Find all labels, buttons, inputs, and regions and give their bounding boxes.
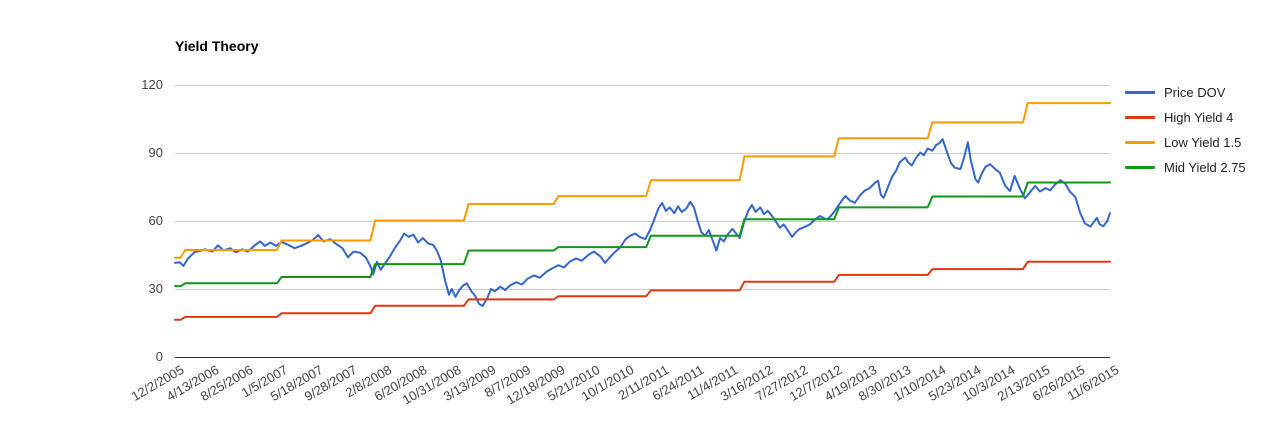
legend-item-mid-yield-2-75: Mid Yield 2.75 [1125,155,1246,180]
legend-swatch-mid-yield-2-75 [1125,166,1155,169]
x-axis-labels: 12/2/2005 4/13/2006 8/25/2006 1/5/2007 5/18/… [0,362,1283,442]
series-line-price-dov[interactable] [174,138,1111,307]
y-tick-label: 60 [148,213,163,228]
y-tick-label: 30 [148,281,163,296]
legend-item-low-yield-1-5: Low Yield 1.5 [1125,130,1246,155]
legend-swatch-price-dov [1125,91,1155,94]
y-tick-label: 90 [148,145,163,160]
legend-label-low-yield-1-5: Low Yield 1.5 [1164,135,1242,150]
legend: Price DOV High Yield 4 Low Yield 1.5 Mid… [1125,80,1246,180]
legend-item-high-yield-4: High Yield 4 [1125,105,1246,130]
y-tick-label: 120 [141,77,163,92]
legend-label-high-yield-4: High Yield 4 [1164,110,1234,125]
legend-item-price-dov: Price DOV [1125,80,1246,105]
series-line-high-yield-4[interactable] [174,260,1111,321]
chart-title: Yield Theory [175,38,259,54]
series-line-mid-yield-2-75[interactable] [174,181,1111,288]
legend-label-mid-yield-2-75: Mid Yield 2.75 [1164,160,1246,175]
series-line-low-yield-1-5[interactable] [174,102,1111,259]
legend-swatch-low-yield-1-5 [1125,141,1155,144]
legend-label-price-dov: Price DOV [1164,85,1226,100]
legend-swatch-high-yield-4 [1125,116,1155,119]
y-tick-label: 0 [155,349,163,364]
